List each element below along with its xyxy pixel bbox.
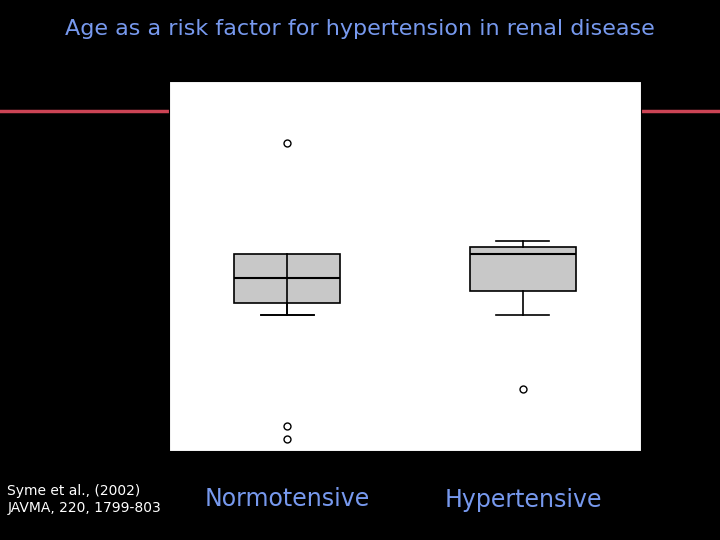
PathPatch shape bbox=[234, 254, 340, 303]
Text: Normotensive: Normotensive bbox=[204, 488, 370, 511]
Text: Age as a risk factor for hypertension in renal disease: Age as a risk factor for hypertension in… bbox=[65, 19, 655, 39]
Text: Hypertensive: Hypertensive bbox=[444, 488, 602, 511]
PathPatch shape bbox=[470, 247, 576, 291]
Text: Syme et al., (2002)
JAVMA, 220, 1799-803: Syme et al., (2002) JAVMA, 220, 1799-803 bbox=[7, 484, 161, 515]
Y-axis label: Age: Age bbox=[121, 251, 136, 281]
